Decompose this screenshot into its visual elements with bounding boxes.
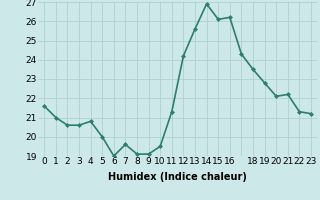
X-axis label: Humidex (Indice chaleur): Humidex (Indice chaleur) (108, 172, 247, 182)
